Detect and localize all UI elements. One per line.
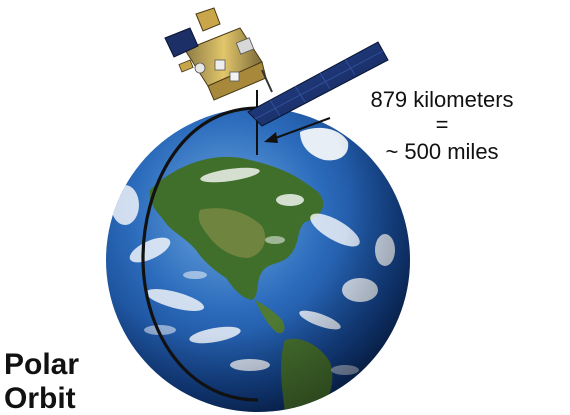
altitude-arrow bbox=[264, 117, 331, 143]
orbit-path-front bbox=[141, 106, 259, 402]
diagram-title-line-1: Polar bbox=[4, 348, 80, 381]
earth-globe bbox=[106, 108, 410, 412]
altitude-kilometers-label: 879 kilometers bbox=[370, 87, 514, 112]
altitude-equals-label: = bbox=[435, 112, 449, 137]
satellite-icon bbox=[164, 7, 389, 127]
altitude-miles-label: ~ 500 miles bbox=[385, 139, 499, 164]
diagram-title-line-2: Orbit bbox=[4, 382, 76, 415]
